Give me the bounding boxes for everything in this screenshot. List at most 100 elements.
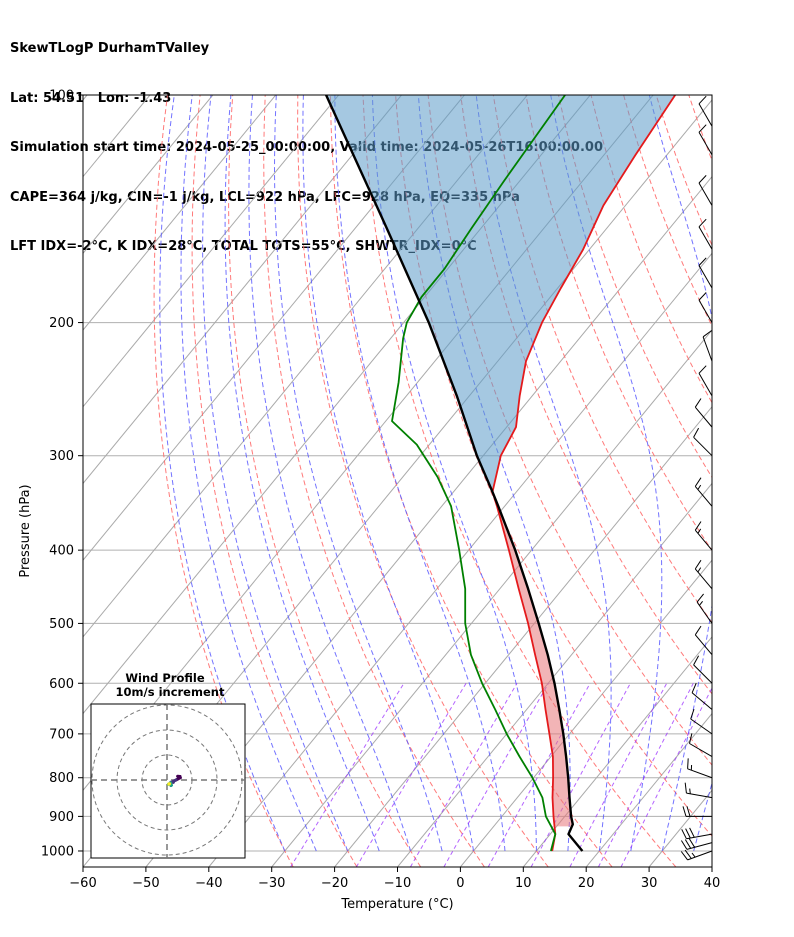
hodograph-title: Wind Profile bbox=[125, 671, 205, 685]
barb-flag bbox=[682, 806, 687, 817]
wind-barb bbox=[698, 257, 713, 289]
dry-adiabat bbox=[688, 95, 712, 162]
x-tick-label: 0 bbox=[456, 876, 464, 891]
hodograph-subtitle: 10m/s increment bbox=[116, 685, 225, 699]
wind-barb bbox=[694, 521, 713, 551]
isotherm-line bbox=[83, 95, 340, 408]
barb-flag bbox=[687, 758, 689, 769]
barb-flag bbox=[694, 559, 702, 570]
x-tick-label: −60 bbox=[69, 876, 96, 891]
isotherm-line bbox=[83, 95, 465, 561]
isotherm-line bbox=[334, 405, 712, 867]
barb-flag bbox=[693, 655, 700, 666]
moist-adiabat bbox=[159, 95, 286, 852]
temperature-line bbox=[491, 95, 676, 852]
barb-staff bbox=[690, 718, 713, 735]
y-tick-label: 300 bbox=[49, 449, 74, 464]
barb-flag bbox=[690, 708, 695, 720]
moist-adiabat bbox=[202, 95, 349, 852]
barb-staff bbox=[696, 601, 713, 624]
location-line: Lat: 54.51 Lon: -1.43 bbox=[10, 90, 172, 106]
wind-barb bbox=[693, 427, 713, 457]
mixing-ratio-line bbox=[530, 683, 631, 867]
isotherm-line bbox=[711, 866, 712, 867]
barb-staff bbox=[693, 436, 713, 457]
wind-barb bbox=[682, 806, 713, 817]
mixing-ratio-line bbox=[569, 683, 668, 867]
barb-staff bbox=[686, 792, 713, 799]
dry-adiabat bbox=[525, 95, 712, 552]
y-axis-label: Pressure (hPa) bbox=[18, 484, 33, 577]
dry-adiabat bbox=[153, 95, 294, 867]
barb-flag bbox=[689, 733, 693, 744]
isotherm-line bbox=[208, 252, 712, 867]
wind-barb bbox=[690, 708, 713, 735]
isotherm-line bbox=[775, 95, 794, 867]
x-tick-label: 40 bbox=[704, 876, 721, 891]
barb-flag bbox=[684, 849, 692, 859]
barb-flag bbox=[698, 257, 707, 266]
barb-staff bbox=[698, 373, 713, 397]
y-tick-label: 600 bbox=[49, 677, 74, 692]
wind-barb bbox=[698, 365, 713, 397]
barb-flag bbox=[702, 330, 712, 338]
barb-flag bbox=[685, 828, 691, 839]
wind-barb bbox=[694, 398, 713, 428]
dry-adiabat bbox=[297, 95, 549, 867]
barb-flag bbox=[686, 806, 691, 817]
barb-staff bbox=[694, 568, 713, 590]
wind-barb bbox=[694, 559, 713, 590]
wind-barb bbox=[698, 124, 713, 156]
dry-adiabat bbox=[623, 95, 712, 327]
y-tick-label: 800 bbox=[49, 771, 74, 786]
dry-adiabat bbox=[754, 95, 794, 867]
x-tick-label: 10 bbox=[515, 876, 532, 891]
barb-flag bbox=[693, 427, 700, 438]
dry-adiabat bbox=[362, 95, 677, 867]
barb-flag bbox=[698, 292, 707, 301]
moist-adiabat bbox=[371, 95, 537, 851]
isotherm-line bbox=[271, 329, 712, 867]
dewpoint-line bbox=[391, 95, 566, 852]
dry-adiabat bbox=[787, 95, 794, 867]
y-tick-label: 500 bbox=[49, 617, 74, 632]
barb-flag bbox=[680, 840, 688, 850]
barb-half-flag bbox=[697, 567, 702, 573]
dry-adiabat bbox=[395, 95, 712, 837]
barb-staff bbox=[698, 299, 713, 323]
wind-barb bbox=[696, 593, 713, 624]
barb-staff bbox=[694, 634, 713, 656]
isotherm-line bbox=[585, 712, 712, 867]
mixing-ratio-line bbox=[290, 683, 405, 867]
wind-barb bbox=[702, 330, 713, 362]
y-tick-label: 200 bbox=[49, 316, 74, 331]
barb-staff bbox=[687, 768, 713, 779]
wind-barb bbox=[689, 733, 713, 757]
isotherm-line bbox=[83, 95, 402, 485]
wind-barb bbox=[694, 625, 713, 656]
barb-half-flag bbox=[699, 600, 703, 606]
dry-adiabat bbox=[492, 95, 712, 624]
barb-staff bbox=[698, 103, 713, 127]
barb-flag bbox=[684, 782, 687, 794]
dry-adiabat bbox=[191, 95, 358, 867]
barb-staff bbox=[694, 529, 713, 551]
barb-flag bbox=[694, 625, 702, 636]
barb-staff bbox=[698, 182, 713, 206]
barb-flag bbox=[684, 839, 692, 849]
barb-staff bbox=[694, 406, 713, 428]
barb-half-flag bbox=[689, 788, 691, 794]
barb-flag bbox=[698, 175, 707, 184]
wind-barb bbox=[681, 827, 713, 840]
upper-shaded-area bbox=[326, 95, 676, 492]
mixing-ratio-line bbox=[487, 683, 591, 867]
wind-barb bbox=[698, 175, 713, 206]
wind-barb bbox=[680, 849, 713, 861]
moist-adiabat bbox=[224, 95, 380, 852]
y-tick-label: 100 bbox=[49, 89, 74, 104]
isotherm-line bbox=[83, 95, 88, 101]
barb-flag bbox=[694, 521, 702, 531]
isotherm-line bbox=[648, 789, 712, 867]
isotherm-line bbox=[460, 559, 712, 867]
